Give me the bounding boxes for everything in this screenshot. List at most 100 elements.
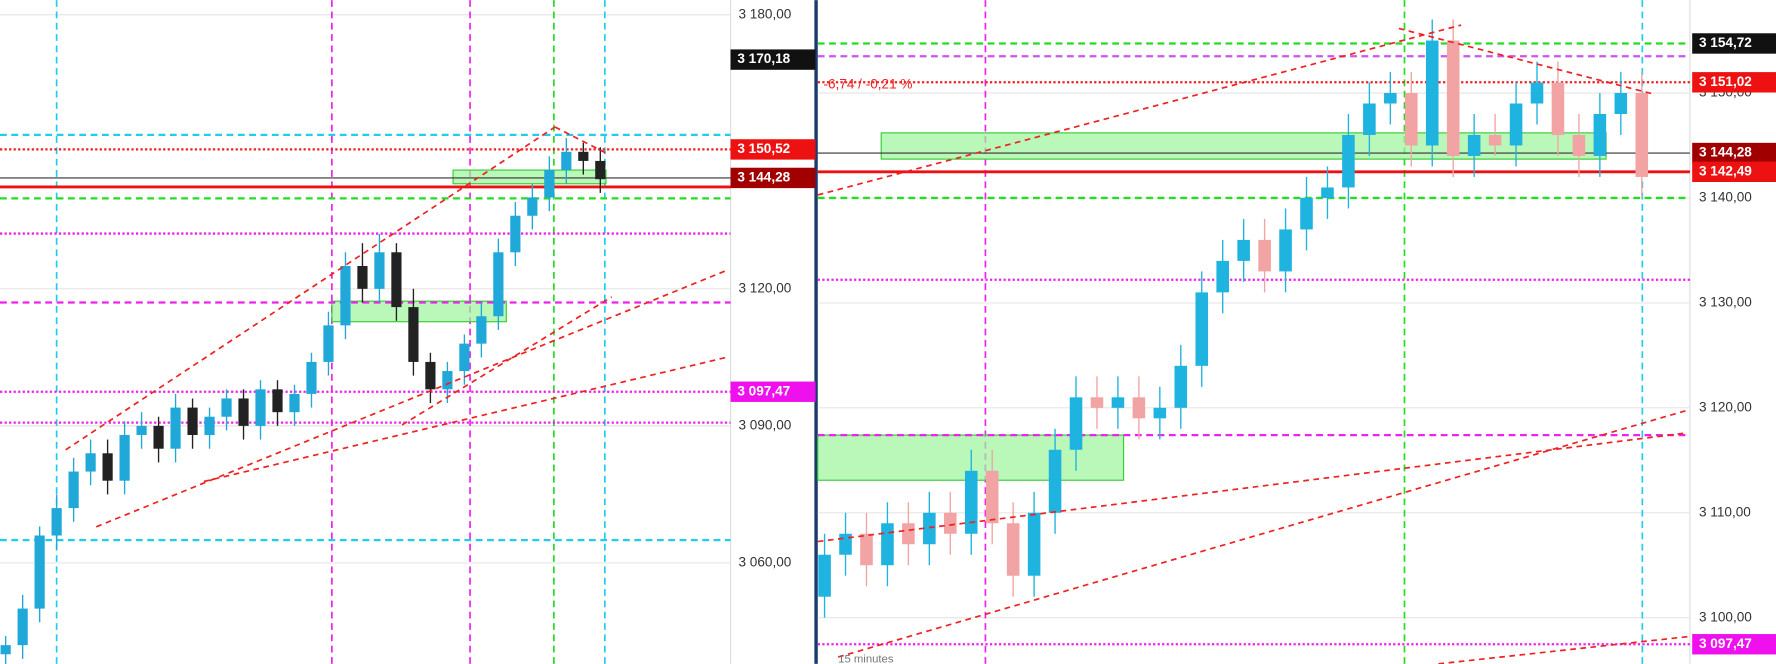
price-label: 3 154,72 [1699,35,1752,50]
candle-body [204,416,215,436]
candle-body [289,393,300,413]
price-label: 3 144,28 [737,170,790,185]
trend-line [837,409,1688,658]
candle-body [187,407,198,436]
candle-body [1614,93,1628,114]
candle-body [17,608,28,646]
y-tick-label: 3 060,00 [738,555,791,570]
candle-body [85,453,96,472]
price-label-box [1692,142,1776,164]
candle-body [272,389,283,413]
candle-body [1635,93,1649,177]
candle-body [1090,397,1104,408]
candle-body [881,523,894,566]
candle-body [902,523,915,545]
candle-body [323,325,334,362]
candle-body [1027,512,1041,576]
candle-body [1195,292,1209,366]
candle-body [561,151,572,171]
candle-body [578,151,589,161]
candle-body [1111,397,1125,408]
candle-body [476,316,487,344]
candle-body [595,160,606,180]
candle-body [964,470,978,534]
candle-body [1216,260,1229,293]
candle-body [1279,229,1292,272]
candle-body [1404,93,1418,146]
candle-body [1237,239,1250,261]
zone [331,300,507,323]
candle-body [1006,523,1020,576]
trend-line [1438,635,1688,664]
candle-body [306,361,317,394]
y-tick-label: 3 120,00 [1699,399,1752,414]
candle-body [1572,134,1586,156]
candle-body [34,535,45,609]
candle-body [1384,93,1397,104]
y-tick-label: 3 090,00 [738,417,791,432]
panel-separator [814,0,818,664]
candle-body [51,508,62,536]
candle-body [153,425,164,449]
trend-line [817,24,1462,196]
price-label-box [1692,33,1776,54]
candle-body [340,265,351,326]
candle-body [818,554,831,597]
candle-body [425,361,436,390]
price-label-box [1692,161,1776,183]
candle-body [1048,449,1062,513]
candle-body [459,343,470,372]
price-label: 3 097,47 [737,383,790,398]
zone [880,132,1607,160]
candle-body [1425,40,1439,146]
price-label: 3 151,02 [1699,74,1752,89]
y-tick-label: 3 110,00 [1699,504,1751,519]
annotation: 15 minutes [838,653,894,664]
price-label: 3 170,18 [737,51,790,66]
trend-line [95,268,729,528]
candle-body [944,512,957,534]
candle-body [527,197,538,216]
price-label-box [730,139,816,160]
candle-body [860,533,873,566]
candle-body [68,471,79,509]
candle-body [408,307,419,362]
candle-body [1132,397,1146,419]
candle-body [1153,407,1167,419]
zone [452,169,607,185]
candle-body [391,252,402,308]
candle-body [102,453,113,481]
price-label: 3 097,47 [1699,636,1752,651]
annotation: -6,74 / -0,21 % [823,77,912,92]
candle-body [1342,134,1355,188]
candle-body [119,435,130,481]
candle-body [255,389,266,426]
y-tick-label: 3 130,00 [1699,294,1752,309]
candle-body [357,265,368,289]
candle-body [1363,103,1376,135]
candle-body [1509,103,1523,146]
candle-body [1300,197,1313,230]
y-tick-label: 3 100,00 [1699,609,1752,624]
candle-body [1488,134,1502,146]
candle-body [493,252,504,317]
candle-body [136,425,147,436]
candle-body [1446,40,1460,156]
price-label-box [1692,634,1776,655]
candle-body [442,371,453,390]
y-tick-label: 3 120,00 [738,280,791,295]
candle-body [1530,82,1544,104]
candle-body [1069,397,1083,450]
trend-line [817,431,1688,543]
candle-body [1321,187,1334,198]
price-label-box [730,49,816,70]
candle-body [1258,239,1271,272]
candle-body [923,512,936,545]
candle-body [1593,113,1607,156]
price-label: 3 142,49 [1699,163,1752,178]
candle-body [1467,134,1481,156]
candle-body [510,215,521,253]
candle-body [0,645,11,655]
